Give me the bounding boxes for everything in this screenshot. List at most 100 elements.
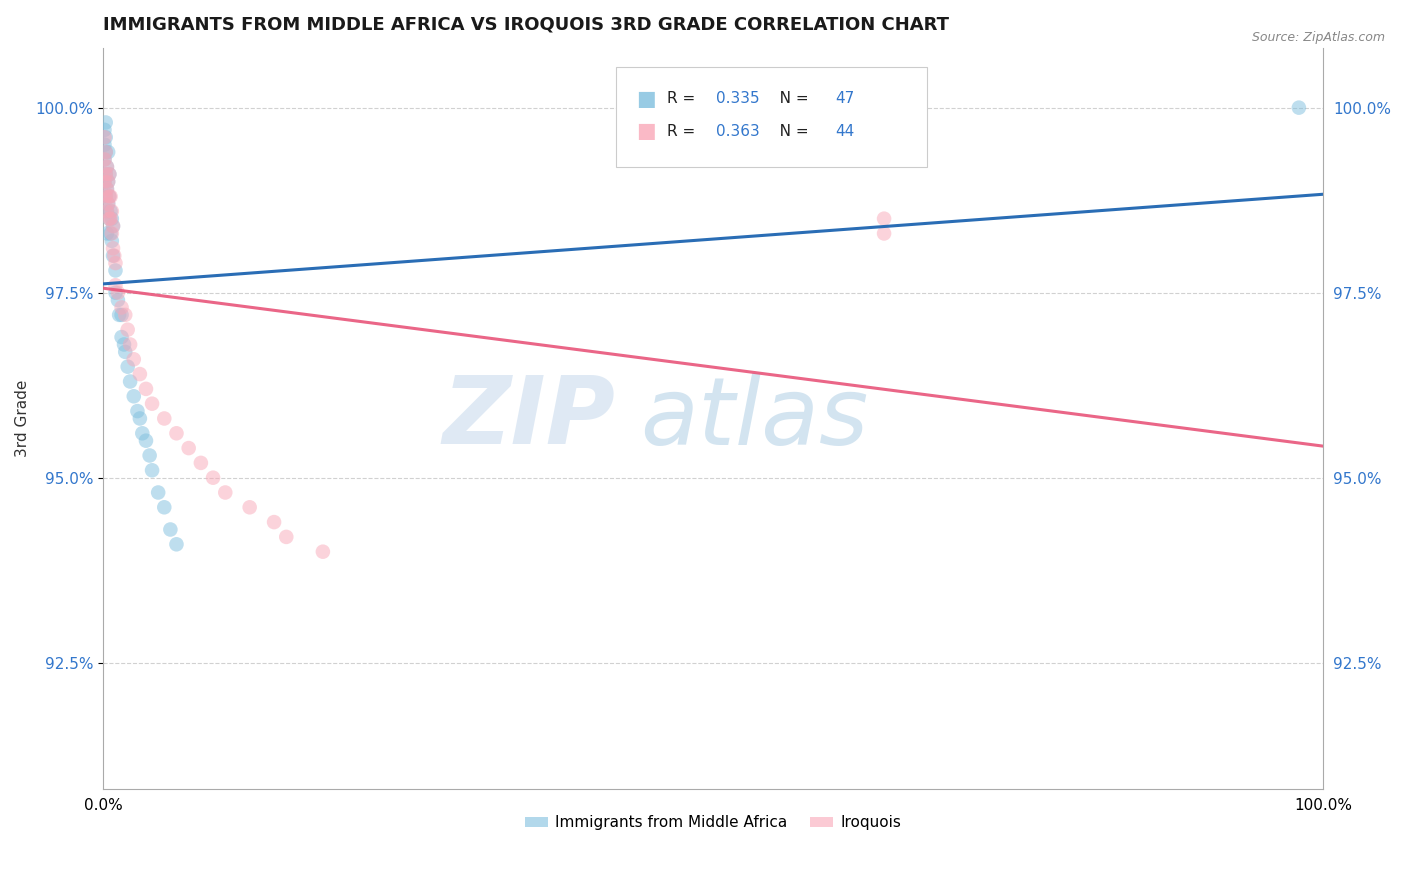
Point [120,375,142,389]
Text: ■: ■ [637,89,657,109]
Text: 44: 44 [835,124,855,139]
Point [153,411,176,425]
Point [239,500,262,515]
Point [101,219,124,233]
Point [100,189,122,203]
Point [100,204,122,219]
Point [110,301,132,315]
Point [94,167,117,181]
Point [94,130,117,145]
Point [94,189,117,203]
Point [96,182,118,196]
Point [127,404,149,418]
Point [135,382,157,396]
Point [98,211,121,226]
Point [94,167,117,181]
Text: Source: ZipAtlas.com: Source: ZipAtlas.com [1251,31,1385,45]
Point [101,234,124,248]
Point [177,441,200,455]
Point [96,204,118,219]
Text: atlas: atlas [640,373,869,464]
Point [104,285,127,300]
Point [873,211,896,226]
Point [101,249,124,263]
Point [103,249,125,263]
FancyBboxPatch shape [616,67,927,167]
Point [97,197,120,211]
Point [141,463,163,477]
Text: R =: R = [666,124,700,139]
Point [166,537,188,551]
Point [1288,101,1310,115]
Point [101,204,124,219]
Text: 0.363: 0.363 [716,124,759,139]
Point [96,227,118,241]
Point [135,434,157,448]
Point [107,293,129,307]
Y-axis label: 3rd Grade: 3rd Grade [15,380,30,458]
Point [110,308,132,322]
Point [138,449,160,463]
Text: N =: N = [765,91,813,106]
Point [93,123,115,137]
Point [128,367,150,381]
Point [263,515,285,529]
Point [96,204,118,219]
Point [148,485,170,500]
Point [98,167,121,181]
Point [107,285,129,300]
Point [93,153,115,167]
Point [94,145,117,159]
Point [202,471,225,485]
Point [128,411,150,425]
Point [98,167,121,181]
Point [110,330,132,344]
Text: N =: N = [765,124,813,139]
Point [141,397,163,411]
Point [93,153,115,167]
Point [276,530,298,544]
Point [153,500,176,515]
Point [98,189,121,203]
Legend: Immigrants from Middle Africa, Iroquois: Immigrants from Middle Africa, Iroquois [519,809,908,837]
Point [98,211,121,226]
Text: ZIP: ZIP [443,373,616,465]
Point [104,256,127,270]
Point [93,175,115,189]
Text: 0.335: 0.335 [716,91,759,106]
Point [101,211,124,226]
Point [94,145,117,159]
Point [98,189,121,203]
Text: 47: 47 [835,91,855,106]
Point [166,426,188,441]
Point [93,137,115,152]
Point [104,278,127,293]
Point [117,323,139,337]
Point [100,211,122,226]
Point [96,160,118,174]
Point [117,359,139,374]
Point [131,426,153,441]
Point [100,227,122,241]
Point [97,175,120,189]
Point [108,308,131,322]
Point [120,337,142,351]
Point [114,344,136,359]
Point [94,189,117,203]
Point [93,175,115,189]
Point [122,389,145,403]
Text: R =: R = [666,91,700,106]
Point [122,352,145,367]
Text: IMMIGRANTS FROM MIDDLE AFRICA VS IROQUOIS 3RD GRADE CORRELATION CHART: IMMIGRANTS FROM MIDDLE AFRICA VS IROQUOI… [103,15,949,33]
Point [312,544,335,558]
Point [114,308,136,322]
Point [104,263,127,277]
Point [96,182,118,196]
Point [97,175,120,189]
Point [190,456,212,470]
Point [93,130,115,145]
Point [94,115,117,129]
Point [101,227,124,241]
Point [101,241,124,255]
Point [97,197,120,211]
